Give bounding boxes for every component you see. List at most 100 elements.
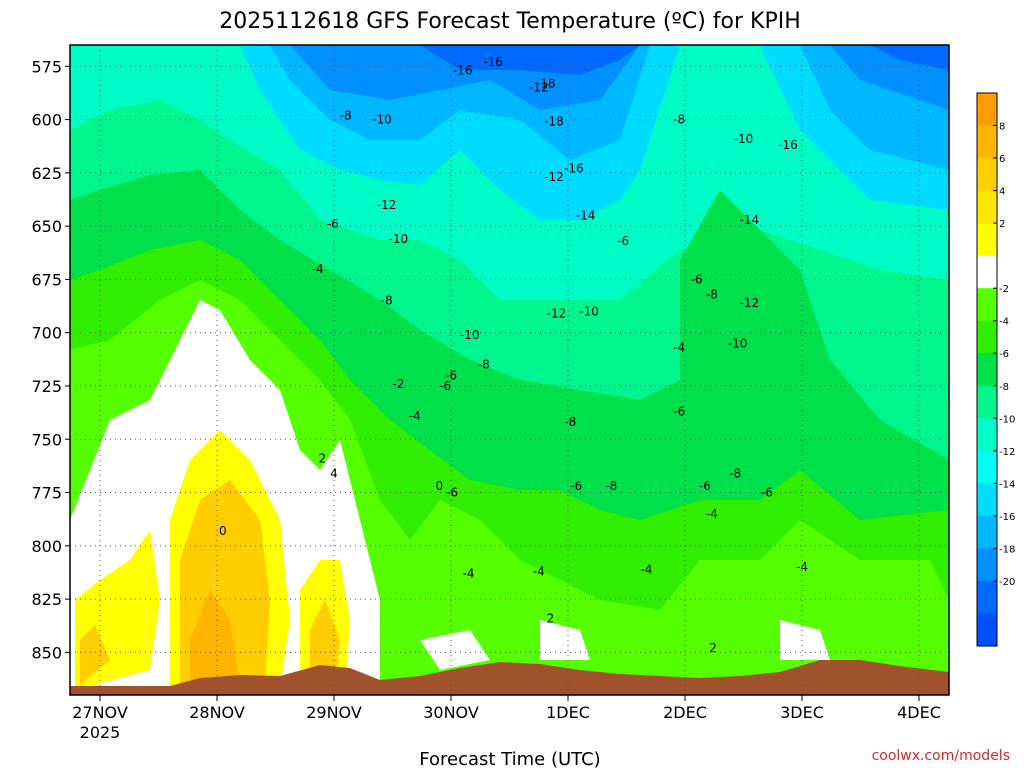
colorbar-swatch xyxy=(977,255,997,289)
temperature-field xyxy=(70,45,949,695)
colorbar-label: -20 xyxy=(999,577,1015,588)
y-tick-label: 725 xyxy=(31,377,62,396)
colorbar-swatch xyxy=(977,223,997,257)
contour-label: -10 xyxy=(372,113,392,127)
colorbar-label: -12 xyxy=(999,447,1015,458)
y-tick-label: 825 xyxy=(31,590,62,609)
contour-label: -12 xyxy=(740,296,760,310)
contour-label: -14 xyxy=(576,208,596,222)
x-tick-label: 30NOV xyxy=(423,703,479,722)
y-tick-label: 700 xyxy=(31,324,62,343)
y-tick-label: 575 xyxy=(31,57,62,76)
contour-label: -16 xyxy=(483,55,503,69)
deep-cold-region xyxy=(420,45,949,75)
contour-label: -2 xyxy=(392,377,404,391)
contour-label: -4 xyxy=(312,262,324,276)
colorbar-swatch xyxy=(977,288,997,322)
contour-label: -16 xyxy=(564,162,584,176)
x-tick-label: 2DEC xyxy=(663,703,707,722)
contour-label: -4 xyxy=(673,341,685,355)
colorbar-swatch xyxy=(977,158,997,192)
contour-label: -6 xyxy=(446,486,458,500)
contour-label: -16 xyxy=(778,138,798,152)
colorbar-label: -14 xyxy=(999,479,1015,490)
colorbar-swatch xyxy=(977,613,997,647)
contour-label: -10 xyxy=(734,132,754,146)
colorbar-frame xyxy=(976,92,998,647)
x-tick-label: 3DEC xyxy=(780,703,824,722)
colorbar-swatch xyxy=(977,353,997,387)
colorbar-label: -18 xyxy=(999,544,1015,555)
y-tick-label: 800 xyxy=(31,537,62,556)
credit-text: coolwx.com/models xyxy=(872,748,1010,764)
colorbar: 8 6 4 2 -2 -4 -6 -8 -10 -12 -14 -16 -18 -20 xyxy=(976,92,1015,647)
x-tick-label: 4DEC xyxy=(897,703,941,722)
y-tick-label: 850 xyxy=(31,643,62,662)
colorbar-swatch xyxy=(977,450,997,484)
y-tick-label: 775 xyxy=(31,484,62,503)
colorbar-swatch xyxy=(977,320,997,354)
contour-label: -6 xyxy=(439,379,451,393)
colorbar-swatch xyxy=(977,125,997,159)
y-tick-label: 600 xyxy=(31,111,62,130)
contour-label: 0 xyxy=(435,479,443,493)
contour-label: -4 xyxy=(640,562,652,576)
contour-label: -18 xyxy=(544,115,564,129)
contour-label: -8 xyxy=(340,108,352,122)
colorbar-swatch xyxy=(977,515,997,549)
contour-label: -8 xyxy=(605,479,617,493)
contour-label: 4 xyxy=(330,466,338,480)
x-axis-label: Forecast Time (UTC) xyxy=(419,749,600,768)
gridlines xyxy=(70,45,949,695)
contour-label: -6 xyxy=(327,217,339,231)
colorbar-swatch xyxy=(977,580,997,614)
contour-label: -14 xyxy=(740,213,760,227)
chart-title: 2025112618 GFS Forecast Temperature (ºC)… xyxy=(219,9,801,34)
terrain xyxy=(70,660,949,695)
contour-label: 2 xyxy=(547,611,555,625)
contour-label: -4 xyxy=(796,560,808,574)
colorbar-label: -6 xyxy=(999,349,1009,360)
colorbar-label: -10 xyxy=(999,414,1015,425)
contour-label: -8 xyxy=(478,358,490,372)
contour-label: -10 xyxy=(389,232,409,246)
contour-label: -8 xyxy=(381,294,393,308)
colorbar-label: -16 xyxy=(999,512,1015,523)
colorbar-swatch xyxy=(977,548,997,582)
colorbar-label: 4 xyxy=(999,187,1005,198)
contour-label: 2 xyxy=(318,451,326,465)
contour-label: -8 xyxy=(564,415,576,429)
x-tick-label: 1DEC xyxy=(546,703,590,722)
contour-label: -16 xyxy=(453,64,473,78)
contour-label: -8 xyxy=(729,466,741,480)
x-year-label: 2025 xyxy=(80,723,121,742)
contour-label: -18 xyxy=(536,76,556,90)
contour-label: -10 xyxy=(728,336,748,350)
contour-label: -4 xyxy=(409,409,421,423)
x-tick-label: 29NOV xyxy=(306,703,362,722)
contour-label: -4 xyxy=(533,564,545,578)
colorbar-label: -2 xyxy=(999,284,1009,295)
contour-labels: -16-16-12-18-8 -10 -18 -8-10 -16-12-16-12-6-… xyxy=(219,55,808,655)
contour-label: -10 xyxy=(579,304,599,318)
plot-frame xyxy=(69,44,950,696)
y-tick-label: 675 xyxy=(31,270,62,289)
contour-label: -4 xyxy=(706,507,718,521)
colorbar-swatch xyxy=(977,418,997,452)
hot-region xyxy=(80,480,340,685)
contour-label: -6 xyxy=(617,234,629,248)
colorbar-swatch xyxy=(977,385,997,419)
y-tick-label: 650 xyxy=(31,217,62,236)
contour-label: -6 xyxy=(673,405,685,419)
hottest-region xyxy=(190,590,240,685)
y-tick-label: 625 xyxy=(31,164,62,183)
contour-label: 2 xyxy=(709,641,717,655)
y-axis: 575 600 625 650 675 700 725 750 775 800 825 850 xyxy=(31,57,70,662)
contour-label: -4 xyxy=(463,567,475,581)
contour-label: -10 xyxy=(460,328,480,342)
y-tick-label: 750 xyxy=(31,430,62,449)
x-tick-label: 27NOV xyxy=(72,703,128,722)
contour-label: -8 xyxy=(673,113,685,127)
colorbar-label: 6 xyxy=(999,154,1005,165)
